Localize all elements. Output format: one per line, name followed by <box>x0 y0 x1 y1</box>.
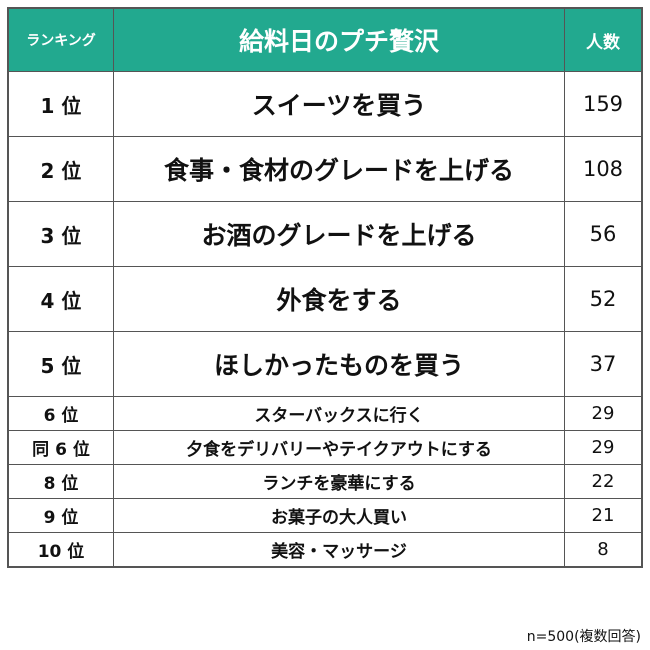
rank-cell: 3 位 <box>7 201 114 267</box>
table-row: 4 位 外食をする 52 <box>7 266 643 332</box>
rank-cell: 10 位 <box>7 532 114 568</box>
rank-cell: 6 位 <box>7 396 114 431</box>
count-cell: 108 <box>564 136 643 202</box>
count-cell: 29 <box>564 430 643 465</box>
table-row: 9 位 お菓子の大人買い 21 <box>7 498 643 533</box>
rank-cell: 同 6 位 <box>7 430 114 465</box>
rank-cell: 9 位 <box>7 498 114 533</box>
header-count: 人数 <box>564 7 643 72</box>
count-cell: 159 <box>564 71 643 137</box>
count-cell: 21 <box>564 498 643 533</box>
rank-cell: 4 位 <box>7 266 114 332</box>
item-cell: 美容・マッサージ <box>113 532 565 568</box>
table-row: 8 位 ランチを豪華にする 22 <box>7 464 643 499</box>
table-row: 1 位 スイーツを買う 159 <box>7 71 643 137</box>
count-cell: 52 <box>564 266 643 332</box>
count-cell: 29 <box>564 396 643 431</box>
count-cell: 8 <box>564 532 643 568</box>
item-cell: 夕食をデリバリーやテイクアウトにする <box>113 430 565 465</box>
table-row: 2 位 食事・食材のグレードを上げる 108 <box>7 136 643 202</box>
ranking-table: ランキング 給料日のプチ贅沢 人数 1 位 スイーツを買う 159 2 位 食事… <box>7 7 643 568</box>
item-cell: ほしかったものを買う <box>113 331 565 397</box>
table-row: 同 6 位 夕食をデリバリーやテイクアウトにする 29 <box>7 430 643 465</box>
item-cell: ランチを豪華にする <box>113 464 565 499</box>
count-cell: 37 <box>564 331 643 397</box>
table-header-row: ランキング 給料日のプチ贅沢 人数 <box>7 7 643 72</box>
rank-cell: 1 位 <box>7 71 114 137</box>
item-cell: スターバックスに行く <box>113 396 565 431</box>
item-cell: お酒のグレードを上げる <box>113 201 565 267</box>
header-rank: ランキング <box>7 7 114 72</box>
table-row: 5 位 ほしかったものを買う 37 <box>7 331 643 397</box>
item-cell: 外食をする <box>113 266 565 332</box>
count-cell: 22 <box>564 464 643 499</box>
rank-cell: 8 位 <box>7 464 114 499</box>
table-row: 10 位 美容・マッサージ 8 <box>7 532 643 568</box>
item-cell: お菓子の大人買い <box>113 498 565 533</box>
rank-cell: 5 位 <box>7 331 114 397</box>
count-cell: 56 <box>564 201 643 267</box>
table-row: 3 位 お酒のグレードを上げる 56 <box>7 201 643 267</box>
table-row: 6 位 スターバックスに行く 29 <box>7 396 643 431</box>
table-title: 給料日のプチ贅沢 <box>113 7 565 72</box>
ranking-container: ランキング 給料日のプチ贅沢 人数 1 位 スイーツを買う 159 2 位 食事… <box>7 7 643 568</box>
item-cell: スイーツを買う <box>113 71 565 137</box>
sample-size-note: n=500(複数回答) <box>526 629 641 645</box>
rank-cell: 2 位 <box>7 136 114 202</box>
item-cell: 食事・食材のグレードを上げる <box>113 136 565 202</box>
